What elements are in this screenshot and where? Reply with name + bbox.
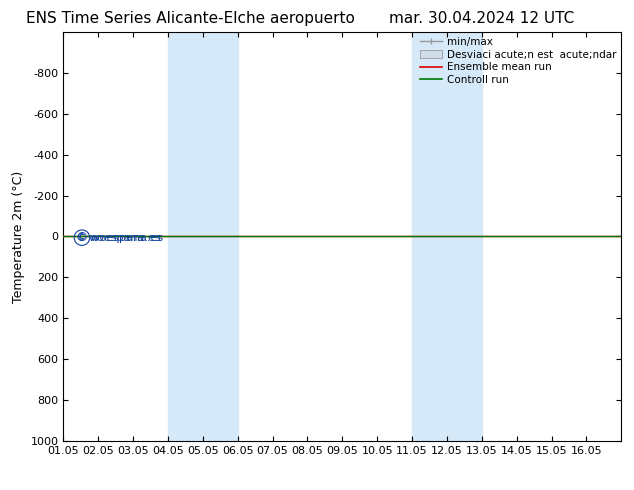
- Text: © woespana.es: © woespana.es: [75, 233, 163, 243]
- Legend: min/max, Desviaci acute;n est  acute;ndar, Ensemble mean run, Controll run: min/max, Desviaci acute;n est acute;ndar…: [417, 34, 619, 88]
- Text: woespana.es: woespana.es: [89, 233, 161, 243]
- Text: ENS Time Series Alicante-Elche aeropuerto: ENS Time Series Alicante-Elche aeropuert…: [26, 11, 354, 26]
- Text: ©: ©: [75, 231, 88, 244]
- Bar: [168, 32, 238, 441]
- Bar: [412, 32, 482, 441]
- Y-axis label: Temperature 2m (°C): Temperature 2m (°C): [12, 171, 25, 302]
- Text: mar. 30.04.2024 12 UTC: mar. 30.04.2024 12 UTC: [389, 11, 574, 26]
